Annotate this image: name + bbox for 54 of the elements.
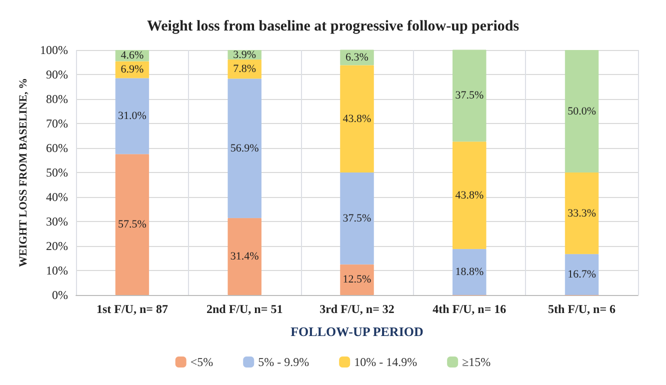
x-axis-title: FOLLOW-UP PERIOD [290,324,424,339]
data-label: 18.8% [455,266,484,278]
x-tick-label: 5th F/U, n= 6 [548,302,616,316]
data-label: 12.5% [342,274,372,286]
data-label: 57.5% [118,218,146,231]
data-label: 37.5% [455,90,484,102]
y-tick-label: 100% [40,43,68,57]
y-tick-label: 80% [46,92,68,106]
data-label: 6.3% [346,51,368,64]
data-label: 50.0% [568,105,596,118]
bar [340,65,374,172]
y-tick-label: 50% [46,166,68,180]
legend-label: 10% - 14.9% [354,355,418,369]
y-tick-label: 20% [46,239,68,253]
y-axis-title: WEIGHT LOSS FROM BASELINE, % [18,78,30,267]
y-tick-label: 0% [52,288,68,302]
bar [115,78,150,154]
x-tick-label: 4th F/U, n= 16 [432,302,506,316]
data-label: 31.0% [118,110,146,122]
x-tick-label: 3rd F/U, n= 32 [320,302,394,316]
data-label: 16.7% [568,268,596,281]
x-tick-label: 2nd F/U, n= 51 [206,302,283,316]
bar [340,264,374,295]
data-label: 43.8% [342,112,372,125]
data-label: 56.9% [230,142,259,154]
x-tick-label: 1st F/U, n= 87 [96,302,168,316]
data-label: 33.3% [568,207,596,220]
bar [452,248,486,295]
bar [564,254,599,295]
bar [564,172,599,254]
data-label: 6.9% [120,64,144,76]
data-label: 31.4% [230,250,259,263]
chart-title: Weight loss from baseline at progressive follow-up periods [146,18,520,34]
y-tick-label: 90% [46,68,68,82]
legend-label: <5% [190,355,214,369]
y-tick-label: 30% [46,214,68,228]
bar [228,78,262,218]
data-label: 4.6% [120,50,144,62]
y-tick-label: 60% [46,141,68,155]
bar [452,142,486,249]
data-label: 7.8% [233,63,256,76]
y-tick-label: 70% [46,116,68,130]
y-tick-label: 40% [46,190,68,204]
data-label: 43.8% [455,189,484,202]
bar [115,154,150,295]
bar [340,172,374,264]
legend-label: 5% - 9.9% [258,355,310,369]
bar [564,50,599,172]
y-tick-label: 10% [46,264,68,278]
data-label: 3.9% [233,48,256,61]
bar [228,218,262,295]
data-label: 37.5% [342,212,372,224]
legend-label: ≥15% [462,355,491,369]
bar [452,50,486,142]
